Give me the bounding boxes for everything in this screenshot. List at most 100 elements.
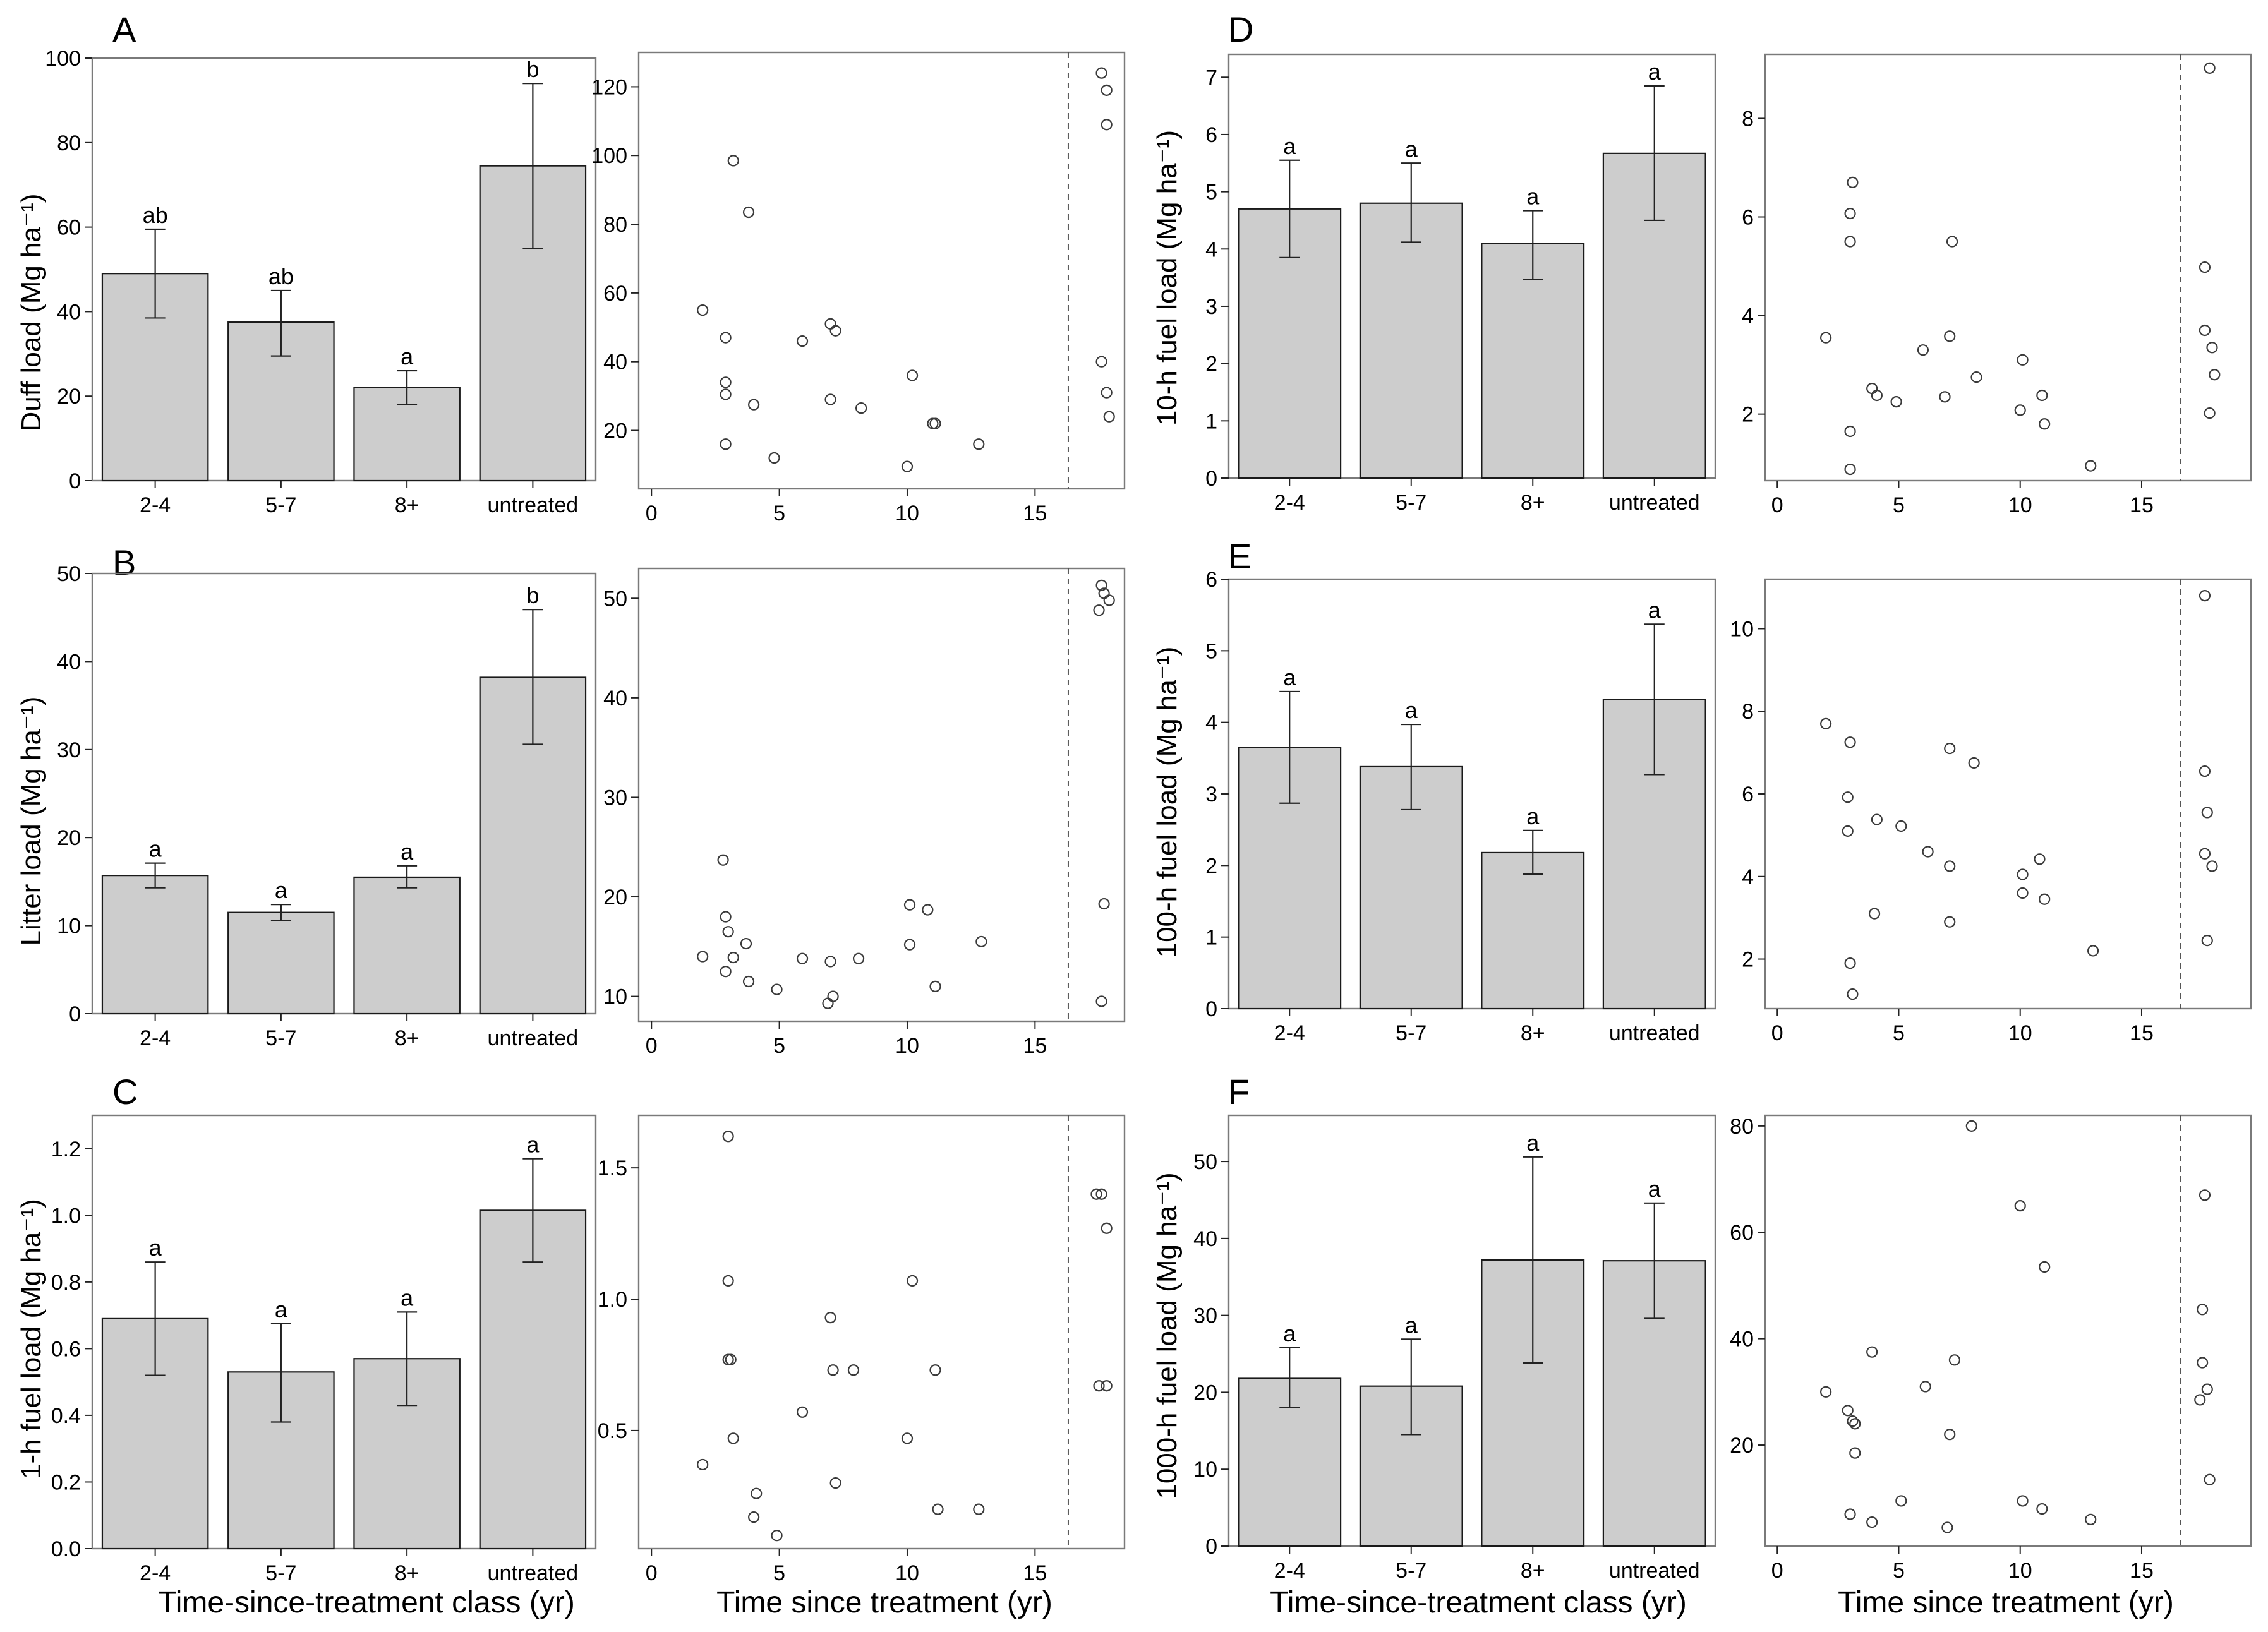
x-tick-label-b: 15 [1023,1034,1047,1058]
y-tick-label-e: 2 [1205,854,1217,878]
data-point-c-23 [1101,1380,1113,1392]
data-point-d-3 [1844,236,1856,248]
y-tick-label-c: 1.5 [598,1156,627,1180]
significance-letter-a-untreated: b [526,56,539,82]
y-tick-label-e: 8 [1742,700,1754,724]
data-point-b-19 [1095,579,1107,591]
data-point-a-23 [1101,387,1113,399]
y-tick-label-c: 1.0 [598,1288,627,1312]
data-point-a-13 [855,402,867,414]
chart-d-bar: 0 1 2 3 4 5 6 7 a 2-4 a 5-7 a 8+ a untreated [1205,53,1716,515]
significance-letter-e-2-4: a [1283,664,1296,690]
data-point-d-20 [2199,261,2211,273]
data-point-a-17 [929,417,941,429]
data-point-e-20 [2199,765,2211,777]
data-point-e-5 [1847,988,1859,1000]
data-point-f-19 [2199,1189,2211,1201]
x-tick-label-f-2-4: 2-4 [1274,1559,1305,1583]
data-point-b-10 [824,956,836,968]
significance-letter-a-8+: a [401,344,414,369]
data-point-b-0 [697,951,709,963]
data-point-a-5 [727,155,739,167]
data-point-c-20 [1095,1188,1107,1200]
significance-letter-e-untreated: a [1648,597,1662,623]
x-tick-label-a: 0 [646,501,658,525]
y-tick-label-b: 0 [69,1002,81,1026]
x-tick-label-c-5-7: 5-7 [265,1561,296,1585]
y-tick-label-e: 2 [1742,948,1754,972]
y-tick-label-c: 0.5 [598,1419,627,1443]
significance-letter-c-untreated: a [526,1132,540,1158]
bar-b-5-7 [227,911,335,1015]
data-point-d-21 [2199,324,2211,337]
data-point-d-9 [1917,344,1929,356]
x-tick-label-c: 10 [895,1561,919,1585]
plot-frame-a-bar [91,57,597,482]
y-tick-label-d: 2 [1742,403,1754,427]
significance-letter-c-5-7: a [275,1297,288,1323]
data-point-e-12 [1944,916,1956,928]
data-point-f-22 [2201,1383,2213,1395]
x-tick-label-d-untreated: untreated [1609,491,1700,515]
y-tick-label-a: 100 [45,47,81,71]
data-point-a-22 [1095,356,1107,368]
significance-letter-f-8+: a [1526,1130,1540,1156]
y-tick-label-b: 20 [57,826,81,850]
y-tick-label-b: 20 [603,885,627,909]
data-point-f-4 [1849,1447,1861,1459]
data-point-e-18 [2087,945,2099,957]
data-point-f-16 [2039,1261,2051,1273]
data-point-a-0 [697,304,709,316]
data-point-e-13 [1968,757,1980,769]
x-tick-label-d: 10 [2008,493,2032,517]
data-point-f-5 [1844,1508,1856,1520]
plot-frame-f-bar [1227,1114,1716,1547]
data-point-e-15 [2017,887,2029,899]
data-point-a-4 [720,438,732,450]
data-point-b-12 [822,997,834,1009]
y-axis-title-d: 10-h fuel load (Mg ha⁻¹) [1152,130,1183,426]
data-point-d-23 [2209,369,2221,381]
bar-b-8+ [353,876,461,1015]
plot-frame-d-scatter [1764,53,2252,482]
plot-frame-a-scatter [637,51,1126,490]
x-tick-label-d-8+: 8+ [1521,491,1545,515]
data-point-d-8 [1890,396,1902,408]
data-point-d-22 [2206,342,2218,354]
y-tick-label-b: 30 [57,738,81,762]
plot-frame-b-scatter [637,567,1126,1023]
data-point-b-5 [727,952,739,964]
y-tick-label-e: 6 [1742,783,1754,807]
significance-letter-c-8+: a [401,1285,414,1311]
y-tick-label-f: 20 [1193,1381,1217,1405]
data-point-e-21 [2201,807,2213,819]
x-tick-label-a: 15 [1023,501,1047,525]
bar-d-5-7 [1359,202,1463,479]
data-point-e-3 [1842,825,1854,837]
panel-label-b: B [112,543,136,582]
y-tick-label-a: 0 [69,469,81,493]
chart-e-scatter: 2 4 6 8 10 0 5 10 15 [1730,578,2252,1045]
data-point-e-14 [2017,868,2029,880]
y-tick-label-a: 40 [57,300,81,324]
data-point-c-6 [751,1487,763,1499]
bar-b-2-4 [101,875,209,1015]
data-point-c-8 [771,1530,783,1542]
data-point-e-4 [1844,957,1856,969]
data-point-d-15 [2017,354,2029,366]
x-tick-label-b-5-7: 5-7 [265,1026,296,1050]
panel-label-a: A [112,9,136,49]
y-tick-label-e: 4 [1205,711,1217,735]
y-tick-label-c: 0.0 [51,1537,81,1561]
x-tick-label-b-untreated: untreated [488,1026,579,1050]
data-point-a-3 [720,388,732,400]
data-point-c-21 [1101,1222,1113,1234]
data-point-c-19 [1090,1188,1102,1200]
y-tick-label-a: 60 [57,216,81,240]
significance-letter-f-2-4: a [1283,1321,1296,1347]
data-point-a-24 [1103,411,1115,423]
data-point-f-9 [1919,1381,1931,1393]
data-point-c-10 [824,1312,836,1324]
y-tick-label-e: 10 [1730,617,1754,641]
data-point-a-11 [824,393,836,405]
